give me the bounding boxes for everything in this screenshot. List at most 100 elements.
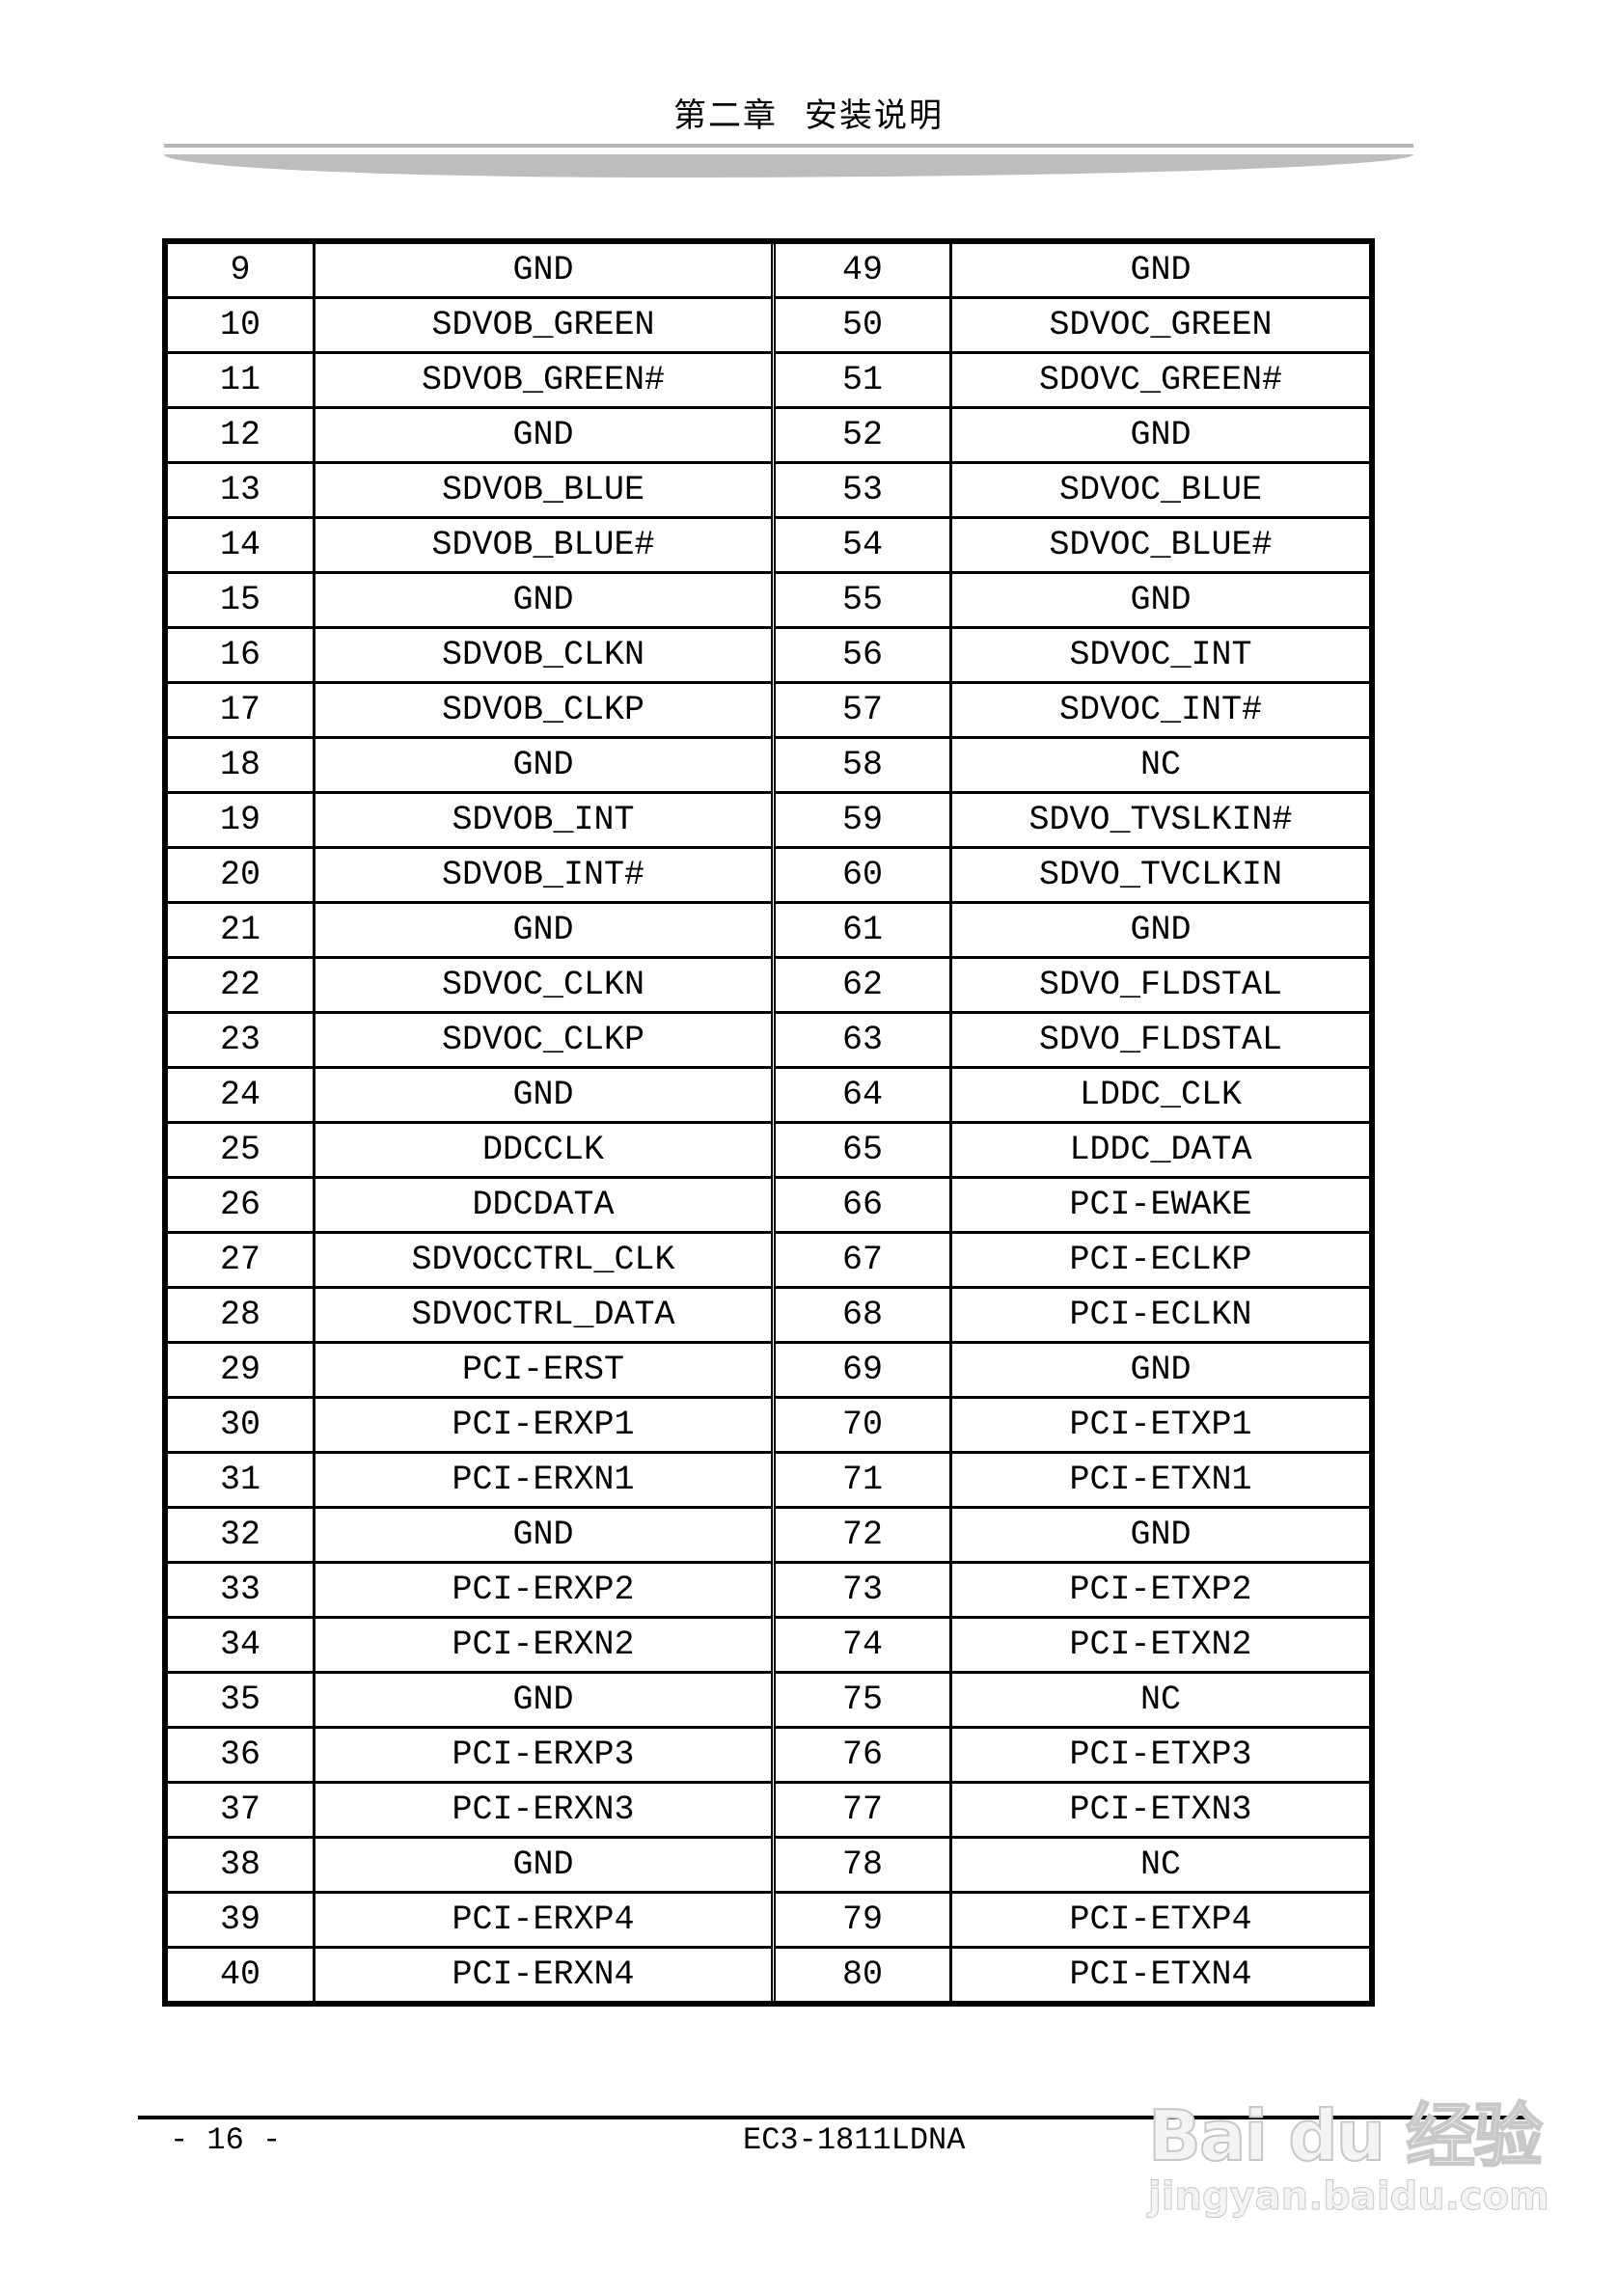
pin-number-left: 12 (163, 406, 315, 464)
pin-number-left: 11 (163, 351, 315, 409)
signal-left: SDVOB_GREEN# (313, 351, 776, 409)
signal-right: SDVO_FLDSTAL (949, 1011, 1374, 1069)
pin-number-right: 49 (772, 239, 952, 299)
table-row: 14 SDVOB_BLUE# 54 SDVOC_BLUE# (163, 516, 1374, 574)
signal-left: PCI-ERXN2 (313, 1616, 776, 1674)
pin-number-right: 69 (772, 1341, 952, 1399)
pin-number-left: 37 (163, 1781, 315, 1839)
signal-right: GND (949, 239, 1374, 299)
pin-number-right: 56 (772, 626, 952, 684)
pin-number-left: 9 (163, 239, 315, 299)
signal-left: PCI-ERXN1 (313, 1451, 776, 1509)
pin-number-right: 67 (772, 1231, 952, 1289)
table-row: 32 GND 72 GND (163, 1506, 1374, 1564)
table-row: 23 SDVOC_CLKP 63 SDVO_FLDSTAL (163, 1011, 1374, 1069)
signal-right: LDDC_CLK (949, 1066, 1374, 1124)
signal-right: PCI-ETXP4 (949, 1891, 1374, 1949)
table-row: 26 DDCDATA 66 PCI-EWAKE (163, 1176, 1374, 1234)
table-row: 30 PCI-ERXP1 70 PCI-ETXP1 (163, 1396, 1374, 1454)
signal-left: SDVOB_BLUE# (313, 516, 776, 574)
table-row: 16 SDVOB_CLKN 56 SDVOC_INT (163, 626, 1374, 684)
signal-left: SDVOC_CLKP (313, 1011, 776, 1069)
table-row: 11 SDVOB_GREEN# 51 SDOVC_GREEN# (163, 351, 1374, 409)
pin-number-right: 62 (772, 956, 952, 1014)
pin-number-right: 61 (772, 901, 952, 959)
signal-right: SDVOC_BLUE (949, 461, 1374, 519)
signal-left: GND (313, 736, 776, 794)
pin-number-left: 22 (163, 956, 315, 1014)
page-number: - 16 - (170, 2122, 282, 2158)
table-row: 24 GND 64 LDDC_CLK (163, 1066, 1374, 1124)
pin-number-left: 27 (163, 1231, 315, 1289)
pin-number-right: 50 (772, 296, 952, 354)
signal-left: SDVOB_CLKN (313, 626, 776, 684)
signal-left: PCI-ERXP2 (313, 1561, 776, 1619)
pin-number-right: 78 (772, 1836, 952, 1894)
signal-right: SDVOC_INT# (949, 681, 1374, 739)
table-row: 39 PCI-ERXP4 79 PCI-ETXP4 (163, 1891, 1374, 1949)
header-swoosh-decoration (164, 154, 1413, 178)
pin-number-left: 23 (163, 1011, 315, 1069)
signal-left: SDVOB_INT (313, 791, 776, 849)
table-row: 37 PCI-ERXN3 77 PCI-ETXN3 (163, 1781, 1374, 1839)
signal-right: SDVO_FLDSTAL (949, 956, 1374, 1014)
pin-number-right: 72 (772, 1506, 952, 1564)
pin-number-right: 60 (772, 846, 952, 904)
pin-number-left: 30 (163, 1396, 315, 1454)
signal-right: LDDC_DATA (949, 1121, 1374, 1179)
table-row: 38 GND 78 NC (163, 1836, 1374, 1894)
signal-left: SDVOB_CLKP (313, 681, 776, 739)
signal-right: SDVO_TVCLKIN (949, 846, 1374, 904)
pin-number-left: 33 (163, 1561, 315, 1619)
table-row: 31 PCI-ERXN1 71 PCI-ETXN1 (163, 1451, 1374, 1509)
signal-right: SDOVC_GREEN# (949, 351, 1374, 409)
table-row: 21 GND 61 GND (163, 901, 1374, 959)
baidu-watermark: Bai du 经验 jingyan.baidu.com (1147, 2079, 1553, 2220)
signal-right: PCI-ETXN4 (949, 1946, 1374, 2006)
pin-number-left: 25 (163, 1121, 315, 1179)
chapter-title: 安装说明 (805, 96, 944, 135)
pin-number-right: 52 (772, 406, 952, 464)
signal-left: SDVOCCTRL_CLK (313, 1231, 776, 1289)
pin-number-right: 51 (772, 351, 952, 409)
signal-left: SDVOB_BLUE (313, 461, 776, 519)
signal-right: SDVOC_INT (949, 626, 1374, 684)
footer-rule (138, 2116, 1527, 2119)
pin-number-right: 80 (772, 1946, 952, 2006)
pin-number-left: 31 (163, 1451, 315, 1509)
table-row: 15 GND 55 GND (163, 571, 1374, 629)
pin-number-right: 74 (772, 1616, 952, 1674)
watermark-logo: Bai du 经验 (1147, 2094, 1544, 2177)
table-row: 28 SDVOCTRL_DATA 68 PCI-ECLKN (163, 1286, 1374, 1344)
signal-right: SDVOC_BLUE# (949, 516, 1374, 574)
signal-left: PCI-ERST (313, 1341, 776, 1399)
table-row: 19 SDVOB_INT 59 SDVO_TVSLKIN# (163, 791, 1374, 849)
signal-left: PCI-ERXP3 (313, 1726, 776, 1784)
pin-number-right: 66 (772, 1176, 952, 1234)
pin-number-left: 16 (163, 626, 315, 684)
signal-left: SDVOC_CLKN (313, 956, 776, 1014)
pin-number-right: 68 (772, 1286, 952, 1344)
signal-right: PCI-ETXP3 (949, 1726, 1374, 1784)
pin-number-right: 54 (772, 516, 952, 574)
pin-number-left: 34 (163, 1616, 315, 1674)
signal-right: PCI-ETXP1 (949, 1396, 1374, 1454)
table-row: 13 SDVOB_BLUE 53 SDVOC_BLUE (163, 461, 1374, 519)
table-row: 33 PCI-ERXP2 73 PCI-ETXP2 (163, 1561, 1374, 1619)
pin-number-left: 32 (163, 1506, 315, 1564)
pin-number-left: 39 (163, 1891, 315, 1949)
pin-number-right: 57 (772, 681, 952, 739)
pin-assignment-table: 9 GND 49 GND 10 SDVOB_GREEN 50 SDVOC_GREEN 11 SDV… (162, 238, 1375, 2007)
model-name: EC3-1811LDNA (743, 2122, 966, 2158)
signal-right: GND (949, 571, 1374, 629)
pin-number-right: 59 (772, 791, 952, 849)
table-row: 9 GND 49 GND (163, 239, 1374, 299)
signal-right: PCI-ETXN3 (949, 1781, 1374, 1839)
signal-left: GND (313, 1836, 776, 1894)
signal-left: PCI-ERXP1 (313, 1396, 776, 1454)
pin-number-left: 14 (163, 516, 315, 574)
pin-number-left: 28 (163, 1286, 315, 1344)
signal-left: GND (313, 1506, 776, 1564)
table-row: 18 GND 58 NC (163, 736, 1374, 794)
table-row: 20 SDVOB_INT# 60 SDVO_TVCLKIN (163, 846, 1374, 904)
